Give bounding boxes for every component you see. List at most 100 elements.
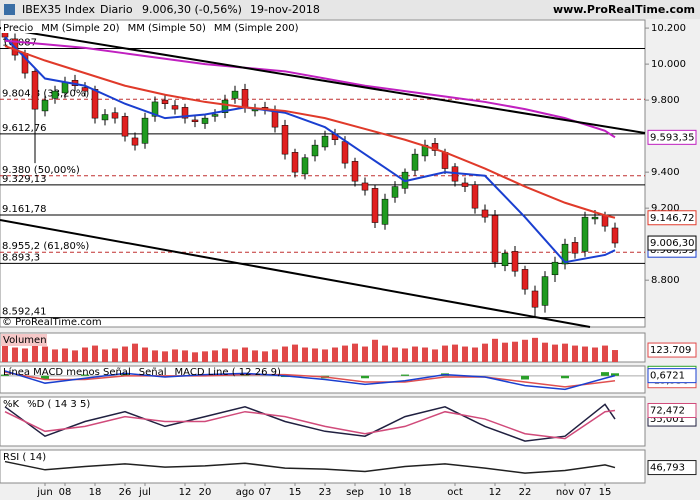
x-tick-label: 23 (319, 487, 332, 498)
volume-bar (442, 345, 448, 362)
volume-bar (602, 345, 608, 362)
candle-body (141, 117, 149, 144)
level-label: 8.955,2 (61,80%) (2, 241, 89, 252)
candle-body (41, 99, 49, 112)
candle-body (271, 110, 279, 128)
candle-body (581, 216, 589, 252)
level-label: 8.893,3 (2, 252, 40, 263)
end-label: 123.709 (650, 345, 691, 356)
volume-bar (452, 344, 458, 362)
menu-icon[interactable] (4, 4, 15, 15)
candle-body (461, 182, 469, 187)
candle-body (371, 188, 379, 223)
volume-bar (302, 347, 308, 362)
volume-bar (512, 341, 518, 362)
moving-average (4, 36, 616, 264)
volume-bar (612, 350, 618, 362)
x-tick-label: 15 (599, 487, 612, 498)
volume-bar (112, 348, 118, 362)
candle-body (201, 117, 209, 124)
candle-body (161, 99, 169, 104)
volume-bar (482, 343, 488, 362)
volume-bar (102, 349, 108, 362)
histogram-bar (401, 374, 409, 376)
legend-entry: Volumen (3, 335, 47, 346)
candle-body (181, 107, 189, 119)
copyright: © ProRealTime.com (2, 317, 102, 328)
legend-entry: MM (Simple 50) (128, 23, 206, 34)
candle-body (341, 141, 349, 164)
candle-body (231, 90, 239, 99)
candle-body (101, 114, 109, 121)
candle-body (61, 81, 69, 94)
moving-average (4, 45, 616, 219)
x-tick-label: 15 (289, 487, 302, 498)
volume-bar (202, 351, 208, 362)
histogram-bar (121, 373, 129, 376)
candle-body (51, 90, 59, 99)
candle-body (521, 269, 529, 290)
y-tick-label: 10.200 (651, 23, 686, 34)
candle-body (481, 209, 489, 218)
indicator-line (4, 460, 616, 474)
volume-bar (22, 348, 28, 362)
volume-bar (382, 345, 388, 362)
x-tick-label: 07 (259, 487, 272, 498)
volume-bar (402, 348, 408, 362)
histogram-bar (81, 374, 89, 376)
x-tick-label: oct (447, 487, 463, 498)
candle-body (541, 276, 549, 306)
candle-body (221, 99, 229, 113)
volume-bar (62, 348, 68, 362)
x-tick-label: 12 (179, 487, 192, 498)
legend-entry: %K (3, 399, 20, 410)
x-tick-label: 18 (399, 487, 412, 498)
x-tick-label: sep (346, 487, 364, 498)
level-label: 9.161,78 (2, 204, 47, 215)
volume-bar (562, 343, 568, 362)
candle-body (171, 105, 179, 110)
volume-bar (12, 347, 18, 362)
candle-body (391, 186, 399, 198)
volume-bar (332, 347, 338, 362)
volume-bar (222, 348, 228, 362)
end-label-box (647, 460, 697, 476)
candle-body (561, 243, 569, 265)
legend-entry: Señal (139, 367, 167, 378)
volume-bar (272, 349, 278, 362)
candle-body (411, 153, 419, 171)
volume-bar (392, 347, 398, 362)
candle-body (351, 161, 359, 182)
candle-body (151, 101, 159, 117)
candle-body (31, 71, 39, 110)
volume-bar (582, 346, 588, 362)
volume-bar (412, 346, 418, 362)
x-tick-label: jun (36, 487, 52, 498)
volume-bar (92, 345, 98, 362)
candle-body (241, 89, 249, 108)
trendline (0, 27, 646, 134)
volume-bar (282, 346, 288, 362)
volume-bar (592, 347, 598, 362)
end-label-box (647, 235, 697, 251)
candle-body (191, 119, 199, 122)
volume-bar (192, 352, 198, 362)
volume-bar (82, 347, 88, 362)
volume-bar (322, 349, 328, 362)
volume-bar (312, 348, 318, 362)
legend-entry: %D ( 14 3 5) (27, 399, 90, 410)
y-tick-label: 9.200 (651, 203, 680, 214)
histogram-bar (361, 375, 369, 379)
candle-body (501, 252, 509, 267)
volume-bar (262, 351, 268, 362)
legend-entry: MACD Line ( 12 26 9) (175, 367, 281, 378)
x-tick-label: 18 (89, 487, 102, 498)
end-label-box (647, 368, 697, 384)
candle-body (591, 216, 599, 220)
volume-bar (532, 337, 538, 362)
volume-bar (32, 340, 38, 362)
histogram-bar (601, 372, 609, 376)
legend-entry: Línea MACD menos Señal (3, 366, 131, 378)
candle-body (571, 242, 579, 254)
y-tick-label: 9.400 (651, 167, 680, 178)
